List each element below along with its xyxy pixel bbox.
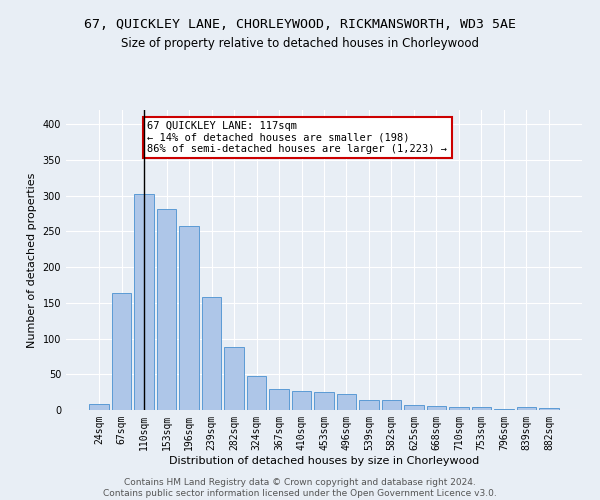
Bar — [539, 408, 559, 410]
Bar — [337, 394, 356, 410]
Bar — [314, 392, 334, 410]
Bar — [247, 376, 266, 410]
Text: 67, QUICKLEY LANE, CHORLEYWOOD, RICKMANSWORTH, WD3 5AE: 67, QUICKLEY LANE, CHORLEYWOOD, RICKMANS… — [84, 18, 516, 30]
Bar — [179, 226, 199, 410]
Y-axis label: Number of detached properties: Number of detached properties — [27, 172, 37, 348]
Bar — [404, 405, 424, 410]
Bar — [472, 407, 491, 410]
Bar — [517, 407, 536, 410]
Bar — [359, 400, 379, 410]
Bar — [202, 297, 221, 410]
Bar — [292, 390, 311, 410]
Bar — [269, 388, 289, 410]
X-axis label: Distribution of detached houses by size in Chorleywood: Distribution of detached houses by size … — [169, 456, 479, 466]
Bar — [449, 407, 469, 410]
Text: Size of property relative to detached houses in Chorleywood: Size of property relative to detached ho… — [121, 38, 479, 51]
Bar — [224, 347, 244, 410]
Bar — [427, 406, 446, 410]
Bar — [157, 210, 176, 410]
Bar — [134, 194, 154, 410]
Bar — [89, 404, 109, 410]
Text: Contains HM Land Registry data © Crown copyright and database right 2024.
Contai: Contains HM Land Registry data © Crown c… — [103, 478, 497, 498]
Text: 67 QUICKLEY LANE: 117sqm
← 14% of detached houses are smaller (198)
86% of semi-: 67 QUICKLEY LANE: 117sqm ← 14% of detach… — [148, 120, 448, 154]
Bar — [382, 400, 401, 410]
Bar — [112, 293, 131, 410]
